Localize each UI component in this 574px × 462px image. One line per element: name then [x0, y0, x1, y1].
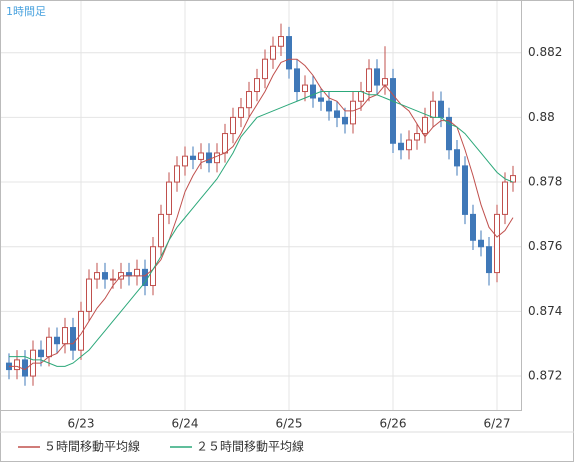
candle-body [422, 116, 428, 135]
ma-line [9, 58, 514, 371]
x-tick-label: 6/26 [380, 417, 407, 431]
candle-body [310, 84, 316, 99]
candle-body [374, 68, 380, 86]
candle-body [398, 142, 404, 151]
x-tick-label: 6/24 [172, 417, 199, 431]
candle-body [262, 58, 268, 80]
candle-body [230, 116, 236, 135]
candle-body [198, 152, 204, 160]
candle-body [462, 165, 468, 215]
candle-body [326, 100, 332, 112]
candle-body [54, 336, 60, 345]
candle-body [406, 139, 412, 151]
candle-body [294, 68, 300, 93]
x-tick-label: 6/25 [276, 417, 303, 431]
candle-body [358, 91, 364, 102]
candle-body [246, 91, 252, 109]
y-tick-label: 0.874 [528, 304, 562, 318]
candle-body [302, 84, 308, 93]
candle-body [494, 213, 500, 274]
candle-body [366, 68, 372, 93]
candle-body [14, 359, 20, 371]
candle-body [430, 100, 436, 118]
candle-body [86, 278, 92, 312]
candle-body [470, 213, 476, 241]
candle-body [278, 36, 284, 47]
candle-body [334, 110, 340, 118]
plot-area [0, 0, 522, 411]
candle-body [502, 181, 508, 215]
candle-body [438, 100, 444, 118]
legend-label: ５時間移動平均線 [44, 439, 140, 454]
candle-body [478, 239, 484, 248]
candle-body [318, 97, 324, 102]
candle-body [254, 78, 260, 93]
candle-body [46, 336, 52, 358]
candle-body [390, 78, 396, 144]
y-tick-label: 0.88 [528, 110, 555, 124]
candle-body [446, 116, 452, 151]
candle-body [38, 349, 44, 358]
candle-body [286, 36, 292, 70]
ma-line [9, 91, 514, 367]
x-tick-label: 6/23 [68, 417, 95, 431]
candle-body [142, 268, 148, 287]
y-tick-label: 0.882 [528, 45, 562, 59]
candle-body [206, 152, 212, 164]
candle-body [486, 246, 492, 274]
candle-body [110, 278, 116, 281]
y-tick-label: 0.876 [528, 239, 562, 253]
candle-body [174, 165, 180, 183]
candle-body [166, 181, 172, 215]
candle-body [102, 272, 108, 280]
candle-body [238, 107, 244, 118]
y-tick-label: 0.872 [528, 369, 562, 383]
candle-body [270, 45, 276, 60]
candle-body [342, 116, 348, 125]
candle-body [350, 100, 356, 125]
chart-title: 1時間足 [6, 5, 46, 18]
y-tick-label: 0.878 [528, 175, 562, 189]
x-tick-label: 6/27 [484, 417, 511, 431]
candle-body [414, 133, 420, 141]
candle-body [382, 78, 388, 86]
candle-body [94, 272, 100, 280]
candle-body [190, 155, 196, 160]
candle-body [62, 327, 68, 345]
candle-body [182, 155, 188, 167]
candle-body [454, 149, 460, 167]
legend-label: ２５時間移動平均線 [196, 439, 304, 454]
candle-body [222, 133, 228, 154]
candle-body [70, 327, 76, 351]
candle-body [158, 213, 164, 248]
candle-body [134, 268, 140, 277]
candle-body [214, 152, 220, 164]
